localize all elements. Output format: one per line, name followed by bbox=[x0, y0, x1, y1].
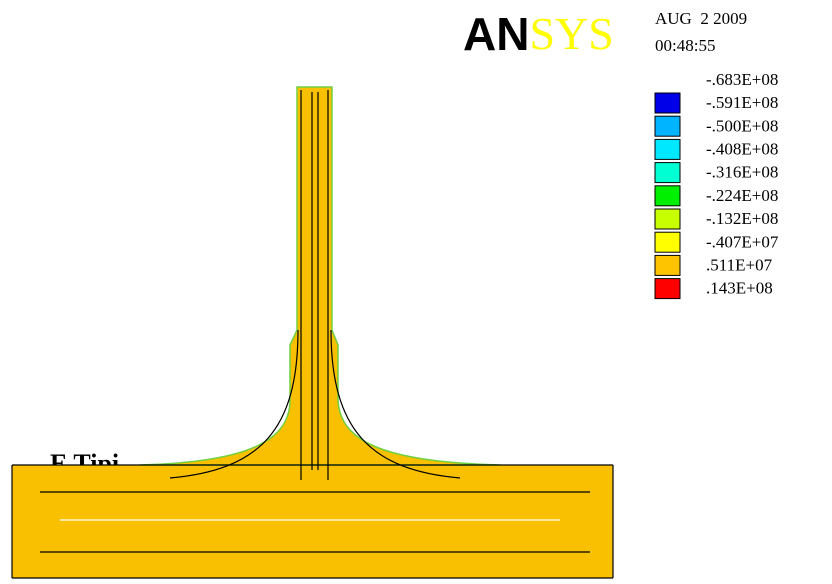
date: AUG 2 2009 bbox=[655, 9, 747, 28]
flange bbox=[12, 465, 613, 578]
logo-light: SYS bbox=[529, 8, 613, 59]
legend-swatch bbox=[655, 116, 680, 136]
legend-label: .143E+08 bbox=[706, 279, 773, 298]
legend-label: -.132E+08 bbox=[706, 209, 778, 228]
legend-swatch bbox=[655, 186, 680, 206]
model bbox=[12, 87, 613, 578]
legend-label: -.683E+08 bbox=[706, 70, 778, 89]
legend-label: -.591E+08 bbox=[706, 93, 778, 112]
screenshot: ANSYS AUG 2 2009 00:48:55 E Tipi -.683E+… bbox=[0, 0, 832, 584]
legend-swatch bbox=[655, 139, 680, 159]
legend-swatch bbox=[655, 232, 680, 252]
legend-label: -.316E+08 bbox=[706, 163, 778, 182]
legend-swatch bbox=[655, 279, 680, 299]
stem bbox=[140, 87, 500, 465]
logo: ANSYS bbox=[463, 8, 614, 61]
legend-label: .511E+07 bbox=[706, 256, 773, 275]
page: {"header": {"logo": {"dark": "AN", "ligh… bbox=[0, 0, 832, 584]
logo-dark: AN bbox=[463, 8, 529, 60]
time: 00:48:55 bbox=[655, 36, 715, 55]
legend-label: -.500E+08 bbox=[706, 116, 778, 135]
legend-swatch bbox=[655, 163, 680, 183]
legend-swatch bbox=[655, 93, 680, 113]
legend-swatch bbox=[655, 209, 680, 229]
legend-label: -.408E+08 bbox=[706, 140, 778, 159]
legend-label: -.224E+08 bbox=[706, 186, 778, 205]
legend-swatch bbox=[655, 255, 680, 275]
legend-label: -.407E+07 bbox=[706, 232, 779, 251]
